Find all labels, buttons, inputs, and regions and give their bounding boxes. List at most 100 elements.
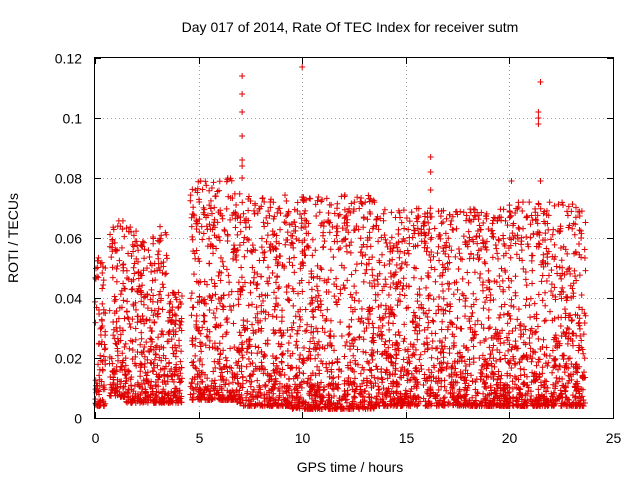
data-point [283,289,290,296]
data-point [303,230,310,237]
data-point [441,398,448,405]
data-point [354,346,361,353]
data-point [496,349,503,356]
x-axis-tick-labels: 0 5 10 15 20 25 [92,430,622,446]
data-point [414,336,421,343]
data-point [575,347,582,354]
data-point [108,244,115,251]
data-point [125,398,132,405]
data-point [575,208,582,215]
data-point [255,388,262,395]
data-point [428,369,435,376]
data-point [334,301,341,308]
data-point [316,345,323,352]
data-point [517,333,524,340]
data-point [405,304,412,311]
data-point [114,345,121,352]
data-point [512,325,519,332]
data-point [321,329,328,336]
data-point [94,382,101,389]
data-point [479,281,486,288]
data-point [311,340,318,347]
data-point [296,313,303,320]
data-point [560,243,567,250]
data-point [470,290,477,297]
data-point [217,254,224,261]
data-point [446,211,453,218]
data-point [539,237,546,244]
data-point [97,331,104,338]
data-point [101,346,108,353]
data-point [553,263,560,270]
data-point [299,194,306,201]
data-point [582,312,589,319]
data-point [374,272,381,279]
data-point [385,344,392,351]
data-point [312,247,319,254]
data-point [384,243,391,250]
data-point [178,327,185,334]
data-point [290,227,297,234]
data-point [377,396,384,403]
data-point [277,372,284,379]
data-point [581,369,588,376]
data-point [230,255,237,262]
data-point [198,395,205,402]
data-point [127,224,134,231]
data-point [233,202,240,209]
data-point [291,218,298,225]
data-point [531,300,538,307]
data-point [507,372,514,379]
data-point [309,297,316,304]
data-point [527,314,534,321]
data-point [522,392,529,399]
data-point [198,348,205,355]
data-point [483,246,490,253]
data-point [287,333,294,340]
data-point [575,342,582,349]
data-point [468,372,475,379]
data-point [330,374,337,381]
data-point [558,288,565,295]
data-point [410,341,417,348]
data-point [543,207,550,214]
data-point [114,328,121,335]
data-point [144,369,151,376]
data-point [535,396,542,403]
data-point [449,213,456,220]
data-point [302,217,309,224]
data-point [404,348,411,355]
data-point [544,402,551,409]
data-point [519,207,526,214]
data-point [381,262,388,269]
data-point [402,393,409,400]
data-point [463,344,470,351]
data-point [118,244,125,251]
data-point [293,338,300,345]
data-point [385,320,392,327]
data-point [224,231,231,238]
data-point [391,312,398,319]
data-point [138,335,145,342]
data-point [508,302,515,309]
data-point [556,291,563,298]
data-point [176,337,183,344]
data-point [144,291,151,298]
data-point [284,327,291,334]
data-point [333,232,340,239]
data-point [108,254,115,261]
data-point [390,279,397,286]
data-point [279,332,286,339]
data-point [569,225,576,232]
data-point [433,375,440,382]
data-point [156,373,163,380]
data-point [576,272,583,279]
data-point [291,269,298,276]
data-point [509,230,516,237]
data-point [239,163,246,169]
data-point [290,302,297,309]
data-point [123,378,130,385]
data-point [504,384,511,391]
data-point [576,325,583,332]
data-point [233,247,240,254]
